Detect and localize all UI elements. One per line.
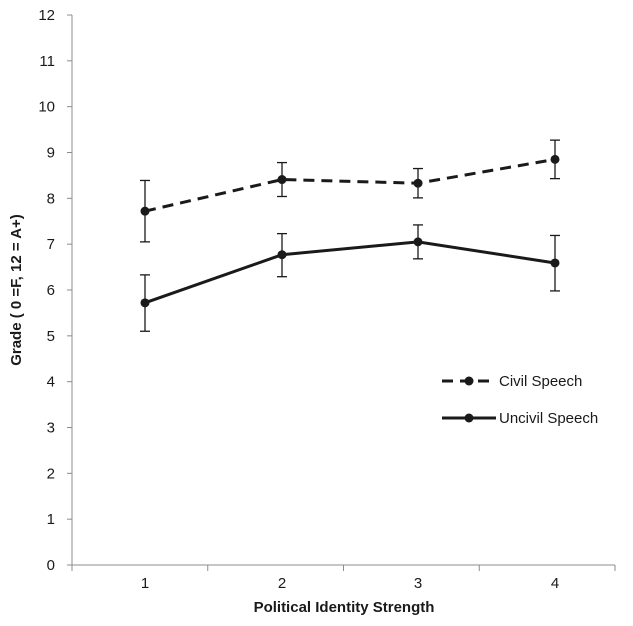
y-tick-label: 4 <box>47 374 55 391</box>
data-point <box>140 298 150 308</box>
series-uncivil-speech <box>140 224 560 332</box>
legend-label: Uncivil Speech <box>499 410 598 427</box>
y-tick-label: 5 <box>47 328 55 345</box>
x-tick-label: 1 <box>141 575 149 592</box>
y-tick-label: 9 <box>47 145 55 162</box>
series-line <box>144 157 556 213</box>
y-tick-label: 2 <box>47 465 55 482</box>
y-tick-label: 7 <box>47 236 55 253</box>
data-point <box>550 154 560 164</box>
legend-swatch-marker <box>464 413 474 423</box>
data-point <box>550 258 560 268</box>
y-tick-label: 3 <box>47 420 55 437</box>
legend-swatch-marker <box>464 376 474 386</box>
data-point <box>140 206 150 216</box>
y-tick-label: 8 <box>47 190 55 207</box>
legend: Civil Speech Uncivil Speech <box>442 373 598 427</box>
y-axis-title: Grade ( 0 =F, 12 = A+) <box>8 214 25 366</box>
x-tick-label: 4 <box>551 575 559 592</box>
y-tick-label: 11 <box>39 53 55 70</box>
y-tick-label: 1 <box>47 511 55 528</box>
x-tick-label: 2 <box>278 575 286 592</box>
data-point <box>413 237 423 247</box>
y-tick-label: 12 <box>38 7 55 24</box>
x-axis-title: Political Identity Strength <box>254 599 435 616</box>
series-line <box>144 240 556 305</box>
legend-item: Civil Speech <box>442 373 582 390</box>
series-civil-speech <box>140 139 560 243</box>
series-layer <box>140 139 560 332</box>
legend-label: Civil Speech <box>499 373 582 390</box>
y-tick-label: 10 <box>38 99 55 116</box>
y-tick-label: 0 <box>47 557 55 574</box>
y-tick-label: 6 <box>47 282 55 299</box>
x-axis: 1 2 3 4 <box>71 564 616 592</box>
data-point <box>413 178 423 188</box>
data-point <box>277 175 287 185</box>
legend-item: Uncivil Speech <box>442 410 598 427</box>
x-tick-label: 3 <box>414 575 422 592</box>
data-point <box>277 250 287 260</box>
